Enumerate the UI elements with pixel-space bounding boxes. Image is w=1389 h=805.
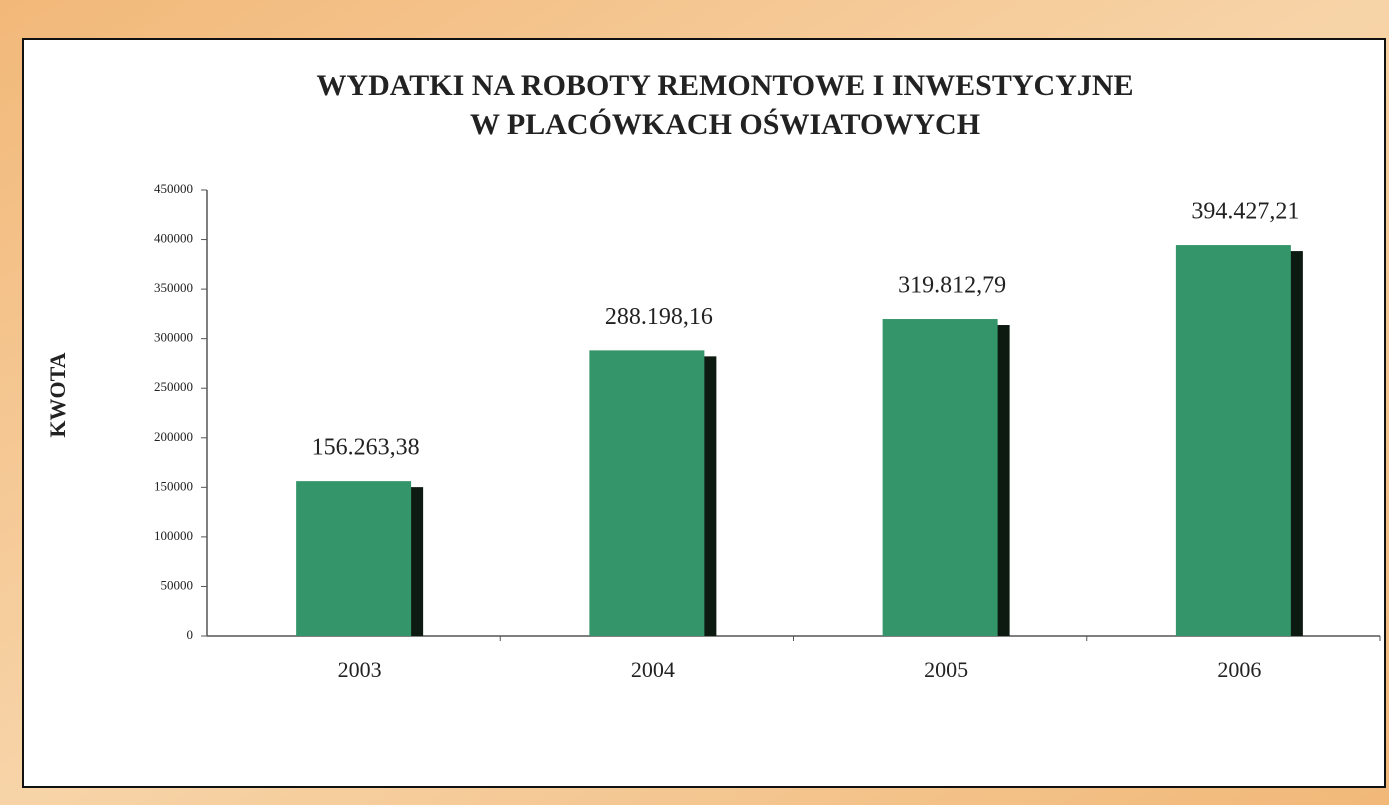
bar [589,350,705,636]
y-tick-label: 300000 [154,330,193,345]
y-tick-label: 400000 [154,231,193,246]
y-axis-label: KWOTA [45,352,70,437]
value-label: 319.812,79 [898,273,1006,299]
y-tick-label: 100000 [154,528,193,543]
y-tick-label: 350000 [154,280,193,295]
x-tick-label: 2004 [631,657,675,682]
bar [1175,245,1291,637]
y-tick-label: 150000 [154,478,193,493]
value-label: 394.427,21 [1191,199,1299,225]
y-tick-label: 200000 [154,429,193,444]
value-label: 156.263,38 [312,435,420,461]
x-tick-label: 2003 [338,657,382,682]
x-tick-label: 2005 [924,657,968,682]
y-tick-label: 50000 [161,577,194,592]
chart-title: W PLACÓWKACH OŚWIATOWYCH [470,108,980,141]
bar [296,481,412,636]
y-tick-label: 250000 [154,379,193,394]
chart-title: WYDATKI NA ROBOTY REMONTOWE I INWESTYCYJ… [316,69,1133,102]
x-tick-label: 2006 [1217,657,1261,682]
value-label: 288.198,16 [605,304,713,330]
y-tick-label: 0 [187,627,194,642]
y-tick-label: 450000 [154,181,193,196]
bar [882,319,998,636]
